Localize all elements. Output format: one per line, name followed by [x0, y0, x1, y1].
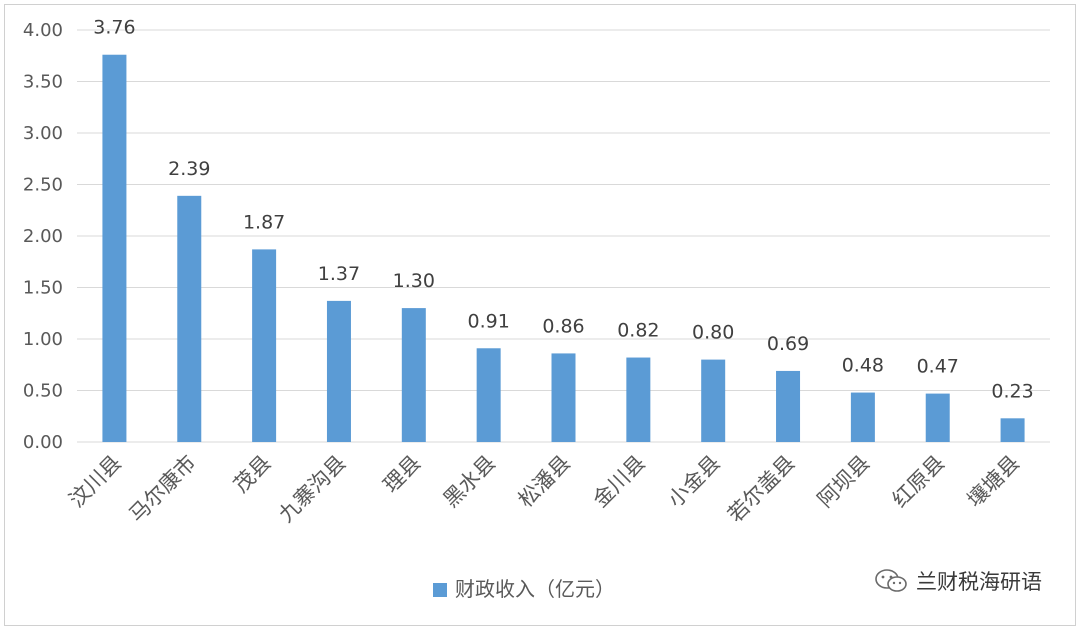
category-label: 茂县	[229, 451, 276, 498]
category-label: 理县	[379, 451, 426, 498]
bar	[1000, 418, 1025, 442]
bar	[476, 348, 501, 442]
category-label: 金川县	[588, 451, 650, 513]
data-label: 0.47	[917, 356, 959, 378]
legend-label: 财政收入（亿元）	[455, 577, 615, 601]
data-label: 0.80	[692, 322, 734, 344]
data-label: 1.37	[318, 263, 360, 285]
bar	[551, 353, 576, 442]
legend-swatch	[433, 583, 447, 597]
wechat-icon	[875, 569, 907, 592]
y-tick-label: 0.50	[23, 381, 63, 402]
watermark: 兰财税海研语	[874, 566, 1042, 596]
y-tick-label: 0.00	[23, 432, 63, 453]
bar	[102, 54, 127, 442]
bar	[776, 370, 801, 442]
data-label: 0.91	[467, 310, 509, 332]
data-label: 1.30	[393, 270, 435, 292]
watermark-text: 兰财税海研语	[916, 570, 1042, 594]
bar	[701, 359, 726, 442]
y-tick-label: 4.00	[23, 20, 63, 41]
data-label: 3.76	[93, 17, 135, 39]
chart-frame	[4, 4, 1076, 626]
category-label: 马尔康市	[124, 451, 200, 527]
category-label: 九寨沟县	[274, 451, 350, 527]
bar	[925, 393, 950, 442]
category-label: 红原县	[888, 451, 950, 513]
y-tick-label: 3.00	[23, 123, 63, 144]
category-label: 阿坝县	[813, 451, 875, 513]
data-label: 0.23	[991, 380, 1033, 402]
y-tick-label: 1.00	[23, 329, 63, 350]
category-label: 松潘县	[514, 451, 576, 513]
bar	[326, 300, 351, 442]
data-label: 0.48	[842, 355, 884, 377]
data-label: 0.69	[767, 333, 809, 355]
y-tick-label: 3.50	[23, 72, 63, 93]
bar	[850, 392, 875, 442]
y-tick-label: 1.50	[23, 278, 63, 299]
bar	[177, 195, 202, 442]
bar	[252, 249, 277, 442]
bar	[626, 357, 651, 442]
data-label: 0.82	[617, 320, 659, 342]
category-label: 小金县	[663, 451, 725, 513]
data-label: 0.86	[542, 315, 584, 337]
data-label: 2.39	[168, 158, 210, 180]
category-label: 壤塘县	[963, 451, 1025, 513]
bar	[401, 308, 426, 442]
category-label: 若尔盖县	[723, 451, 799, 527]
category-label: 汶川县	[64, 451, 126, 513]
y-tick-label: 2.50	[23, 175, 63, 196]
category-label: 黑水县	[439, 451, 501, 513]
data-label: 1.87	[243, 211, 285, 233]
y-tick-label: 2.00	[23, 226, 63, 247]
